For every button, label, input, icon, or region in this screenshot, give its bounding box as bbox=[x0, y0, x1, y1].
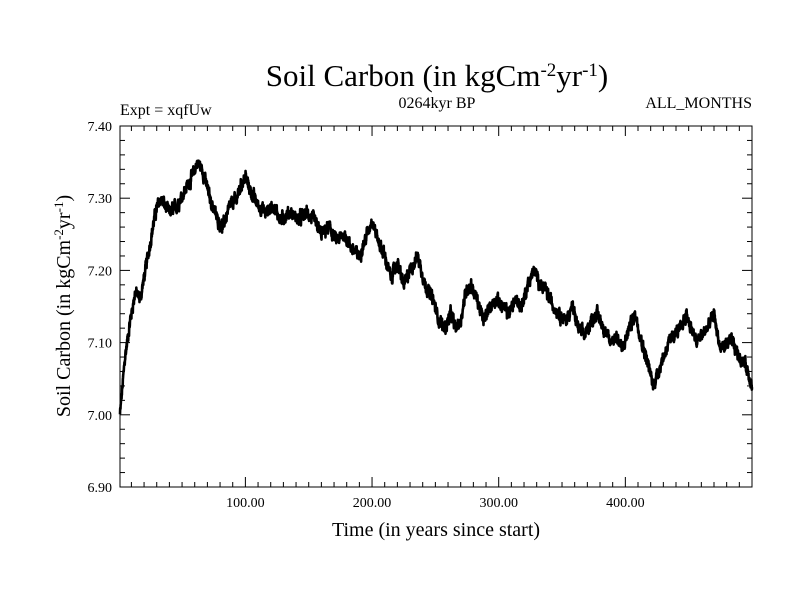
x-tick-label: 100.00 bbox=[226, 496, 265, 511]
y-tick-label: 7.30 bbox=[88, 192, 113, 207]
x-tick-label: 200.00 bbox=[353, 496, 392, 511]
series-line-soil-carbon bbox=[118, 159, 754, 415]
y-tick-label: 7.10 bbox=[88, 337, 113, 352]
plot-frame bbox=[119, 125, 753, 488]
x-axis-tick-labels: 100.00 200.00 300.00 400.00 bbox=[226, 496, 644, 511]
x-axis-label: Time (in years since start) bbox=[332, 519, 540, 541]
y-axis-ticks bbox=[120, 139, 752, 474]
y-tick-label: 6.90 bbox=[88, 481, 113, 496]
subtitle-experiment: Expt = xqfUw bbox=[120, 102, 212, 119]
y-tick-label: 7.40 bbox=[88, 120, 113, 135]
y-axis-tick-labels: 6.90 7.00 7.10 7.20 7.30 7.40 bbox=[88, 120, 113, 496]
chart-title: Soil Carbon (in kgCm-2yr-1) bbox=[266, 58, 609, 93]
x-tick-label: 300.00 bbox=[479, 496, 518, 511]
y-tick-label: 7.00 bbox=[88, 409, 113, 424]
subtitle-months: ALL_MONTHS bbox=[645, 95, 752, 112]
y-axis-label: Soil Carbon (in kgCm-2yr-1) bbox=[51, 195, 76, 417]
subtitle-period: 0264kyr BP bbox=[399, 95, 476, 112]
y-tick-label: 7.20 bbox=[88, 264, 113, 279]
x-axis-ticks bbox=[130, 126, 740, 487]
x-tick-label: 400.00 bbox=[606, 496, 645, 511]
